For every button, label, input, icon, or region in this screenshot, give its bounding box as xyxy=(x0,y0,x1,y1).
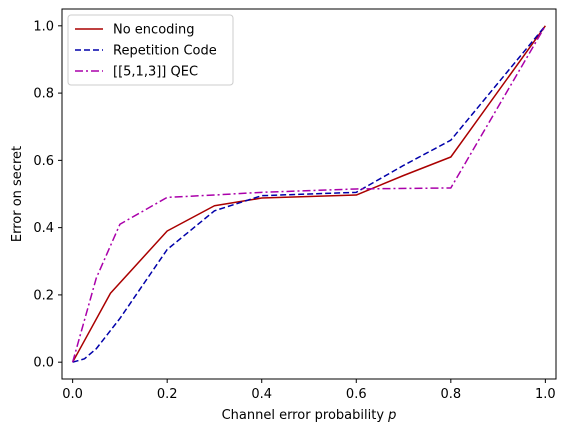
x-tick-label: 0.4 xyxy=(251,387,272,402)
y-tick-label: 0.8 xyxy=(33,87,54,102)
x-tick-label: 0.0 xyxy=(62,387,83,402)
x-tick-label: 0.8 xyxy=(440,387,461,402)
legend-label-0: No encoding xyxy=(113,23,195,38)
plot-frame xyxy=(61,8,557,380)
y-tick-label: 0.4 xyxy=(33,221,54,236)
x-tick-label: 0.2 xyxy=(157,387,178,402)
series-line-1 xyxy=(72,25,546,363)
x-axis-label: Channel error probability p xyxy=(222,408,397,423)
series-line-2 xyxy=(71,25,547,363)
y-tick-label: 0.2 xyxy=(33,288,54,303)
x-tick-label: 1.0 xyxy=(535,387,556,402)
legend-label-2: [[5,1,3]] QEC xyxy=(113,65,198,80)
y-tick-label: 0.6 xyxy=(33,154,54,169)
legend-box xyxy=(67,14,234,86)
x-axis-ticks: 0.0 0.2 0.4 0.6 0.8 1.0 xyxy=(62,379,556,402)
legend: No encoding Repetition Code [[5,1,3]] QEC xyxy=(67,14,234,86)
legend-label-1: Repetition Code xyxy=(113,44,217,59)
y-axis-label: Error on secret xyxy=(10,146,25,242)
y-tick-label: 0.0 xyxy=(33,356,54,371)
y-axis-ticks: 0.0 0.2 0.4 0.6 0.8 1.0 xyxy=(33,19,62,371)
y-tick-label: 1.0 xyxy=(33,19,54,34)
series-line-0 xyxy=(71,25,546,363)
x-tick-label: 0.6 xyxy=(346,387,367,402)
plot-lines xyxy=(71,25,547,363)
